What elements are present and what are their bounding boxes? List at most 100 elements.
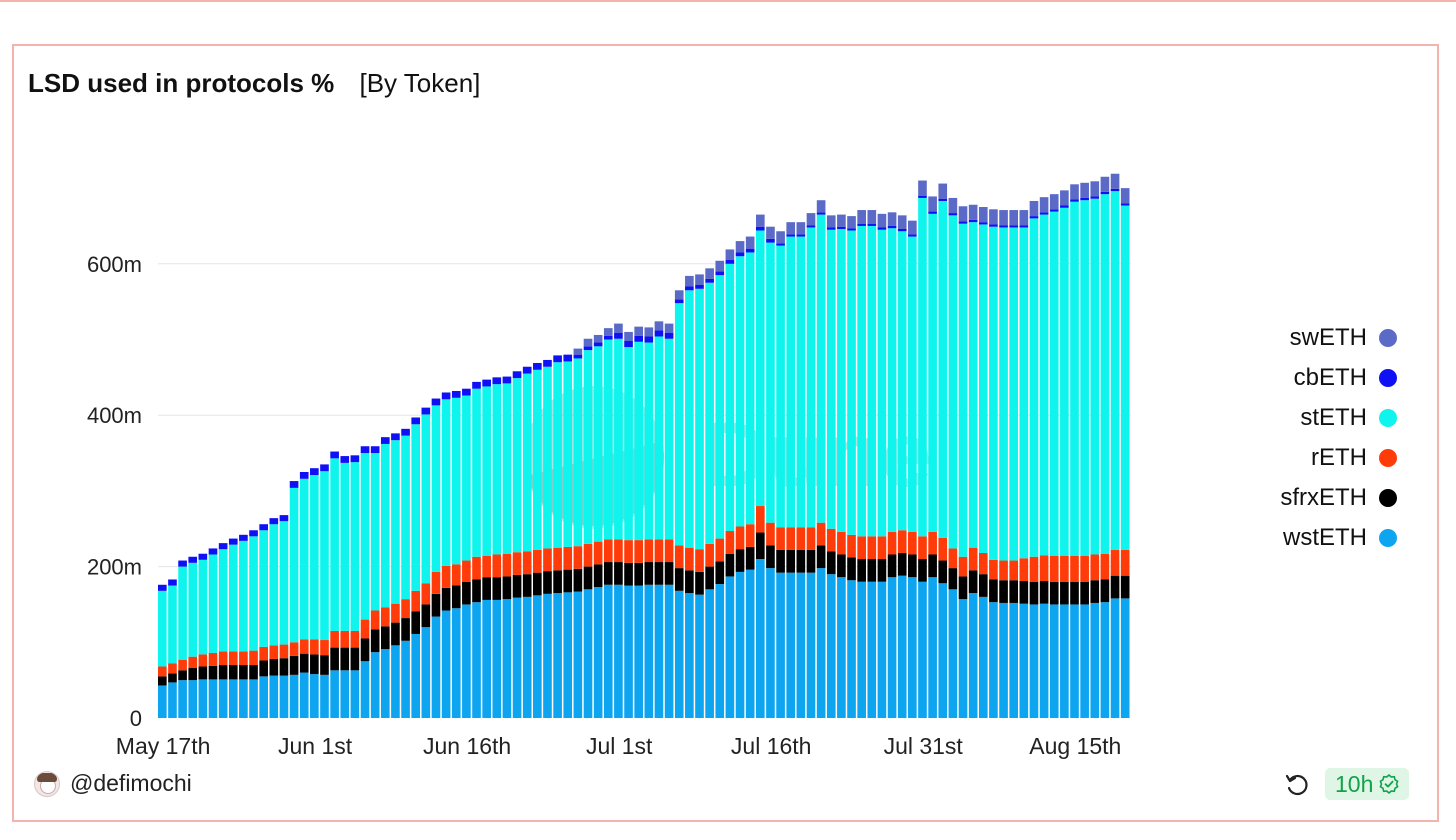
bar-cbeth[interactable]	[634, 335, 643, 342]
bar-wsteth[interactable]	[482, 599, 491, 718]
bar-steth[interactable]	[462, 395, 471, 561]
bar-cbeth[interactable]	[563, 354, 573, 362]
bar-cbeth[interactable]	[1019, 225, 1029, 228]
bar-reth[interactable]	[462, 560, 471, 582]
bar-stack[interactable]	[249, 530, 258, 718]
bar-stack[interactable]	[228, 538, 238, 718]
bar-cbeth[interactable]	[533, 362, 542, 370]
bar-stack[interactable]	[543, 359, 552, 718]
bar-cbeth[interactable]	[1049, 209, 1059, 212]
bar-stack[interactable]	[826, 215, 836, 718]
author-link[interactable]: @defimochi	[34, 770, 192, 797]
bar-reth[interactable]	[634, 540, 643, 563]
bar-stack[interactable]	[877, 213, 887, 718]
bar-reth[interactable]	[867, 536, 877, 560]
bar-cbeth[interactable]	[239, 534, 248, 541]
bar-reth[interactable]	[887, 531, 897, 555]
bar-stack[interactable]	[938, 183, 948, 718]
bar-reth[interactable]	[299, 639, 309, 654]
bar-sfrxeth[interactable]	[380, 626, 390, 650]
bar-reth[interactable]	[168, 663, 177, 674]
bar-stack[interactable]	[634, 326, 643, 718]
bar-wsteth[interactable]	[401, 640, 410, 718]
bar-cbeth[interactable]	[1029, 216, 1039, 219]
bar-reth[interactable]	[644, 539, 654, 563]
bar-cbeth[interactable]	[999, 225, 1008, 228]
bar-cbeth[interactable]	[603, 335, 613, 340]
bar-wsteth[interactable]	[1039, 603, 1049, 718]
bar-wsteth[interactable]	[512, 597, 522, 718]
bar-steth[interactable]	[1029, 218, 1039, 557]
bar-steth[interactable]	[178, 566, 187, 660]
bar-steth[interactable]	[249, 536, 258, 651]
legend-item-wsteth[interactable]: wstETH	[1280, 518, 1397, 558]
bar-sfrxeth[interactable]	[421, 604, 431, 628]
bar-steth[interactable]	[1009, 227, 1019, 561]
bar-reth[interactable]	[178, 659, 187, 671]
bar-sfrxeth[interactable]	[674, 568, 684, 591]
bar-steth[interactable]	[289, 487, 299, 643]
bar-sweth[interactable]	[978, 207, 988, 223]
bar-stack[interactable]	[218, 543, 228, 718]
bar-sweth[interactable]	[624, 331, 633, 342]
bar-reth[interactable]	[543, 548, 552, 572]
bar-stack[interactable]	[806, 213, 816, 718]
bar-sfrxeth[interactable]	[340, 647, 350, 671]
bar-steth[interactable]	[269, 524, 279, 646]
bar-wsteth[interactable]	[786, 572, 796, 718]
bar-wsteth[interactable]	[695, 594, 704, 718]
bar-sweth[interactable]	[634, 326, 643, 336]
bar-steth[interactable]	[391, 440, 400, 604]
bar-wsteth[interactable]	[249, 679, 258, 718]
bar-wsteth[interactable]	[340, 670, 350, 718]
bar-stack[interactable]	[583, 338, 593, 718]
bar-cbeth[interactable]	[289, 481, 299, 488]
bar-reth[interactable]	[1120, 549, 1130, 576]
bar-wsteth[interactable]	[563, 592, 573, 718]
bar-wsteth[interactable]	[543, 593, 552, 718]
bar-sfrxeth[interactable]	[1039, 580, 1049, 604]
bar-steth[interactable]	[492, 384, 502, 555]
bar-steth[interactable]	[897, 231, 907, 531]
bar-sfrxeth[interactable]	[370, 629, 380, 653]
bar-steth[interactable]	[1090, 198, 1100, 555]
bar-stack[interactable]	[1060, 190, 1069, 718]
bar-stack[interactable]	[796, 222, 806, 718]
bar-sweth[interactable]	[1110, 173, 1120, 189]
bar-cbeth[interactable]	[543, 359, 552, 367]
bar-reth[interactable]	[948, 548, 958, 569]
bar-sfrxeth[interactable]	[573, 568, 583, 592]
bar-stack[interactable]	[553, 355, 562, 718]
bar-wsteth[interactable]	[411, 633, 421, 718]
bar-sfrxeth[interactable]	[766, 545, 775, 569]
bar-sweth[interactable]	[644, 327, 654, 337]
bar-sfrxeth[interactable]	[887, 554, 897, 578]
bar-steth[interactable]	[208, 554, 218, 653]
bar-wsteth[interactable]	[755, 559, 765, 718]
bar-sweth[interactable]	[968, 204, 978, 220]
bar-reth[interactable]	[654, 539, 664, 563]
bar-cbeth[interactable]	[178, 560, 187, 567]
bar-cbeth[interactable]	[847, 228, 856, 231]
bar-sfrxeth[interactable]	[583, 566, 593, 590]
bar-sfrxeth[interactable]	[826, 551, 836, 575]
bar-sfrxeth[interactable]	[685, 570, 694, 594]
bar-steth[interactable]	[837, 228, 846, 532]
bar-sfrxeth[interactable]	[391, 622, 400, 646]
bar-wsteth[interactable]	[908, 577, 917, 718]
bar-sweth[interactable]	[715, 260, 725, 272]
bar-reth[interactable]	[897, 530, 907, 553]
bar-wsteth[interactable]	[1029, 604, 1039, 718]
bar-stack[interactable]	[1110, 173, 1120, 718]
bar-cbeth[interactable]	[867, 223, 877, 226]
bar-steth[interactable]	[745, 252, 755, 525]
bar-wsteth[interactable]	[685, 593, 694, 718]
bar-cbeth[interactable]	[624, 341, 633, 348]
bar-wsteth[interactable]	[603, 584, 613, 718]
bar-sweth[interactable]	[766, 226, 775, 239]
bar-stack[interactable]	[320, 464, 329, 718]
bar-sweth[interactable]	[857, 210, 866, 224]
bar-reth[interactable]	[158, 666, 167, 677]
bar-reth[interactable]	[573, 546, 583, 569]
bar-reth[interactable]	[563, 546, 573, 570]
